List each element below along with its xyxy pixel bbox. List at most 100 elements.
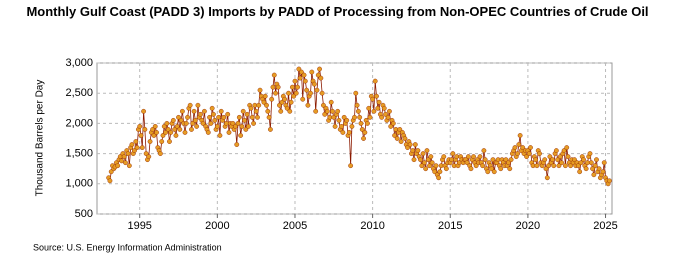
data-point bbox=[415, 148, 421, 153]
data-point bbox=[397, 127, 403, 132]
data-point bbox=[480, 163, 486, 169]
data-point bbox=[367, 114, 373, 120]
data-point bbox=[158, 151, 163, 157]
data-point bbox=[390, 121, 396, 126]
data-point bbox=[322, 111, 328, 117]
data-point bbox=[559, 160, 564, 166]
data-point bbox=[216, 114, 222, 120]
data-point bbox=[341, 114, 347, 120]
data-point bbox=[212, 117, 218, 123]
x-tick-label: 2000 bbox=[205, 220, 229, 232]
data-point bbox=[407, 142, 413, 147]
data-point bbox=[379, 114, 385, 120]
data-point bbox=[277, 102, 282, 108]
data-point bbox=[507, 166, 513, 172]
data-point bbox=[296, 66, 302, 72]
data-point bbox=[239, 124, 245, 129]
data-point bbox=[385, 114, 391, 120]
data-point bbox=[208, 121, 214, 126]
data-point bbox=[392, 133, 398, 138]
data-point bbox=[387, 108, 392, 114]
data-point bbox=[441, 154, 447, 160]
data-point bbox=[443, 166, 449, 172]
data-point bbox=[249, 114, 255, 120]
data-point bbox=[587, 151, 593, 157]
data-point bbox=[183, 121, 189, 126]
data-point bbox=[344, 117, 350, 123]
data-point bbox=[381, 105, 387, 111]
y-tick-label: 500 bbox=[75, 208, 93, 220]
data-point bbox=[242, 117, 247, 123]
data-point bbox=[428, 154, 434, 160]
data-point bbox=[230, 121, 236, 126]
data-point bbox=[568, 163, 573, 169]
data-point bbox=[528, 145, 533, 150]
data-point bbox=[207, 114, 212, 120]
data-point bbox=[291, 93, 297, 99]
data-point bbox=[427, 163, 432, 169]
data-point bbox=[273, 90, 278, 96]
data-point bbox=[564, 145, 570, 150]
data-point bbox=[194, 124, 200, 129]
data-point bbox=[295, 84, 300, 90]
data-point bbox=[471, 154, 476, 160]
data-point bbox=[551, 163, 557, 169]
data-point bbox=[512, 145, 518, 150]
data-point bbox=[436, 175, 442, 181]
data-point bbox=[516, 142, 522, 147]
data-point bbox=[412, 142, 418, 147]
data-point bbox=[154, 130, 159, 135]
data-point bbox=[300, 96, 306, 102]
data-point bbox=[270, 84, 276, 90]
data-point bbox=[286, 90, 291, 96]
data-point bbox=[583, 166, 589, 172]
data-point bbox=[177, 127, 183, 132]
data-point bbox=[425, 157, 431, 163]
data-point bbox=[238, 133, 244, 138]
data-point bbox=[163, 130, 168, 135]
data-point bbox=[402, 136, 408, 141]
x-tick-label: 2015 bbox=[438, 220, 462, 232]
data-point bbox=[248, 105, 254, 111]
data-point bbox=[515, 151, 520, 157]
y-tick-label: 2,000 bbox=[65, 117, 93, 129]
data-point bbox=[349, 124, 355, 129]
data-point bbox=[355, 108, 361, 114]
data-point bbox=[555, 157, 561, 163]
data-point bbox=[173, 133, 179, 138]
data-point bbox=[137, 124, 143, 129]
data-point bbox=[544, 175, 550, 181]
data-point bbox=[361, 136, 366, 141]
data-point bbox=[506, 160, 511, 166]
data-point bbox=[339, 124, 344, 129]
data-point bbox=[433, 163, 439, 169]
data-point bbox=[133, 139, 139, 144]
data-point bbox=[243, 127, 249, 132]
data-point bbox=[201, 108, 207, 114]
data-point bbox=[287, 108, 293, 114]
data-point bbox=[143, 151, 149, 157]
data-point bbox=[365, 121, 370, 126]
data-point bbox=[376, 99, 382, 105]
data-point bbox=[192, 117, 198, 123]
data-point bbox=[126, 163, 132, 169]
data-point bbox=[473, 163, 479, 169]
data-point bbox=[357, 114, 363, 120]
x-tick-label: 2020 bbox=[516, 220, 540, 232]
data-point bbox=[336, 117, 342, 123]
data-point bbox=[308, 90, 313, 96]
data-point bbox=[321, 102, 326, 108]
data-point bbox=[596, 166, 602, 172]
data-point bbox=[297, 75, 303, 81]
data-point bbox=[489, 166, 495, 172]
data-point bbox=[282, 96, 288, 102]
data-point bbox=[578, 160, 584, 166]
data-point bbox=[553, 148, 559, 153]
data-point bbox=[332, 124, 338, 129]
data-point bbox=[139, 145, 145, 150]
data-point bbox=[565, 154, 571, 160]
data-point bbox=[370, 96, 376, 102]
data-point bbox=[293, 90, 299, 96]
data-point bbox=[266, 114, 272, 120]
